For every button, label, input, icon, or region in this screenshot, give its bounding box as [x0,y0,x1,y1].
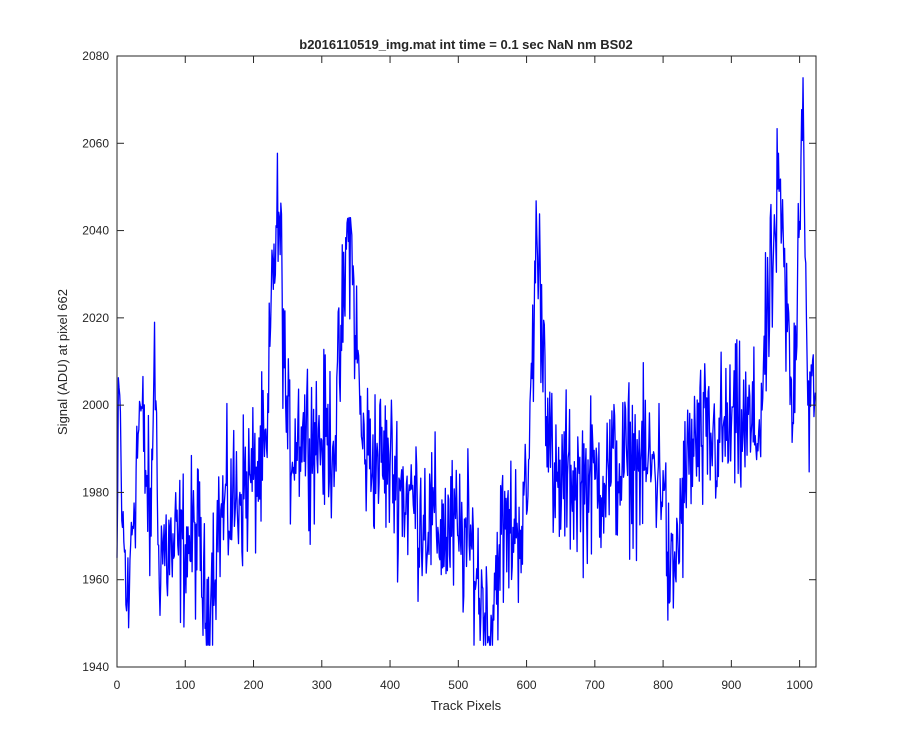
y-tick-label: 1940 [82,660,109,674]
y-tick-label: 2060 [82,136,109,150]
axes-box [116,55,817,668]
x-tick-label: 600 [517,678,537,692]
y-tick-label: 1980 [82,485,109,499]
x-tick-label: 500 [448,678,468,692]
chart-title: b2016110519_img.mat int time = 0.1 sec N… [299,37,632,52]
x-tick-label: 300 [312,678,332,692]
y-tick-label: 2040 [82,224,109,238]
x-tick-label: 800 [653,678,673,692]
signal-series-line [116,77,816,646]
x-tick-label: 0 [114,678,121,692]
y-tick-label: 2000 [82,398,109,412]
y-axis-label: Signal (ADU) at pixel 662 [55,289,70,435]
x-tick-label: 100 [175,678,195,692]
x-tick-label: 1000 [786,678,813,692]
x-tick-label: 700 [585,678,605,692]
x-tick-label: 400 [380,678,400,692]
tick-layer: 0 100 200 300 400 500 600 700 800 900 1000 1940 1960… [82,49,816,692]
x-axis-label: Track Pixels [431,698,502,713]
series-layer [116,77,816,646]
y-tick-label: 2020 [82,311,109,325]
x-tick-label: 200 [244,678,264,692]
y-tick-label: 2080 [82,49,109,63]
x-tick-label: 900 [721,678,741,692]
plot-area [117,56,816,667]
y-tick-label: 1960 [82,573,109,587]
